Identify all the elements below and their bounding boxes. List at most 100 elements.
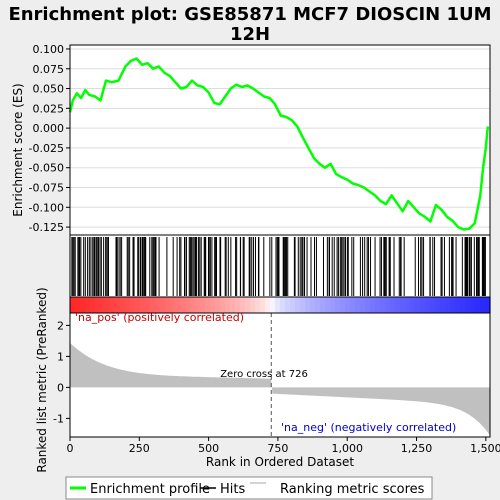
gradient-segment bbox=[230, 297, 236, 313]
gradient-segment bbox=[95, 297, 101, 313]
gradient-segment bbox=[70, 297, 76, 313]
gradient-segment bbox=[80, 297, 86, 313]
gradient-segment bbox=[85, 297, 91, 313]
gradient-segment bbox=[470, 297, 476, 313]
x-tick-label: 1,250 bbox=[401, 442, 433, 455]
es-tick-label: -0.025 bbox=[29, 142, 64, 155]
gradient-segment bbox=[140, 297, 146, 313]
x-tick-label: 1,000 bbox=[331, 442, 363, 455]
gradient-segment bbox=[310, 297, 316, 313]
gradient-segment bbox=[380, 297, 386, 313]
gradient-segment bbox=[385, 297, 391, 313]
gradient-segment bbox=[370, 297, 376, 313]
gradient-segment bbox=[125, 297, 131, 313]
gradient-segment bbox=[295, 297, 301, 313]
gradient-segment bbox=[450, 297, 456, 313]
gradient-segment bbox=[110, 297, 116, 313]
gradient-segment bbox=[395, 297, 401, 313]
gradient-segment bbox=[205, 297, 211, 313]
es-tick-label: 0.000 bbox=[33, 122, 65, 135]
gradient-segment bbox=[355, 297, 361, 313]
es-tick-label: 0.025 bbox=[33, 102, 65, 115]
zero-cross-label: Zero cross at 726 bbox=[220, 369, 308, 380]
gradient-segment bbox=[335, 297, 341, 313]
chart-title-line-2: 12H bbox=[230, 24, 270, 45]
es-tick-label: -0.100 bbox=[29, 201, 64, 214]
x-tick-label: 250 bbox=[129, 442, 150, 455]
gradient-segment bbox=[425, 297, 431, 313]
gradient-segment bbox=[320, 297, 326, 313]
gradient-segment bbox=[220, 297, 226, 313]
gradient-segment bbox=[185, 297, 191, 313]
gradient-segment bbox=[120, 297, 126, 313]
gradient-segment bbox=[455, 297, 461, 313]
gradient-segment bbox=[330, 297, 336, 313]
neg-annotation: 'na_neg' (negatively correlated) bbox=[281, 421, 456, 434]
gradient-segment bbox=[365, 297, 371, 313]
pos-annotation: 'na_pos' (positively correlated) bbox=[75, 311, 244, 324]
es-panel bbox=[70, 45, 490, 235]
gradient-segment bbox=[280, 297, 286, 313]
legend-box bbox=[65, 476, 433, 500]
legend-profile-label: Enrichment profile bbox=[90, 482, 210, 497]
gradient-segment bbox=[195, 297, 201, 313]
gradient-segment bbox=[285, 297, 291, 313]
gradient-segment bbox=[290, 297, 296, 313]
gradient-segment bbox=[460, 297, 466, 313]
metric-tick-label: 0 bbox=[57, 381, 64, 394]
gradient-segment bbox=[165, 297, 171, 313]
gradient-segment bbox=[325, 297, 331, 313]
es-tick-label: -0.125 bbox=[29, 221, 64, 234]
metric-tick-label: 2 bbox=[57, 319, 64, 332]
x-axis-label: Rank in Ordered Dataset bbox=[206, 455, 354, 469]
gradient-segment bbox=[435, 297, 441, 313]
gradient-segment bbox=[190, 297, 196, 313]
x-tick-label: 750 bbox=[267, 442, 288, 455]
gradient-segment bbox=[90, 297, 96, 313]
gradient-segment bbox=[445, 297, 451, 313]
gradient-segment bbox=[245, 297, 251, 313]
gradient-segment bbox=[475, 297, 481, 313]
es-tick-label: 0.050 bbox=[33, 83, 65, 96]
ranking-metric-area bbox=[70, 342, 490, 436]
gradient-segment bbox=[375, 297, 381, 313]
metric-tick-label: -1 bbox=[53, 412, 64, 425]
gradient-segment bbox=[440, 297, 446, 313]
gradient-segment bbox=[115, 297, 121, 313]
legend-metric-label: Ranking metric scores bbox=[280, 482, 425, 497]
gradient-segment bbox=[300, 297, 306, 313]
es-tick-label: 0.100 bbox=[33, 43, 65, 56]
gradient-segment bbox=[265, 297, 271, 313]
gradient-segment bbox=[160, 297, 166, 313]
gradient-segment bbox=[315, 297, 321, 313]
gradient-segment bbox=[130, 297, 136, 313]
gradient-segment bbox=[175, 297, 181, 313]
gradient-segment bbox=[270, 297, 276, 313]
gradient-segment bbox=[75, 297, 81, 313]
gradient-segment bbox=[340, 297, 346, 313]
gradient-segment bbox=[430, 297, 436, 313]
enrichment-profile-line bbox=[68, 57, 490, 231]
gradient-segment bbox=[235, 297, 241, 313]
gradient-segment bbox=[100, 297, 106, 313]
gradient-segment bbox=[485, 297, 491, 313]
gradient-segment bbox=[210, 297, 216, 313]
gradient-segment bbox=[390, 297, 396, 313]
gradient-segment bbox=[145, 297, 151, 313]
gradient-segment bbox=[345, 297, 351, 313]
gradient-segment bbox=[215, 297, 221, 313]
x-tick-label: 0 bbox=[67, 442, 74, 455]
gradient-segment bbox=[225, 297, 231, 313]
gradient-segment bbox=[155, 297, 161, 313]
metric-tick-label: 1 bbox=[57, 350, 64, 363]
gradient-segment bbox=[240, 297, 246, 313]
x-tick-label: 500 bbox=[198, 442, 219, 455]
gradient-segment bbox=[260, 297, 266, 313]
gradient-segment bbox=[360, 297, 366, 313]
gradient-segment bbox=[200, 297, 206, 313]
x-tick-label: 1,500 bbox=[470, 442, 500, 455]
es-tick-label: -0.075 bbox=[29, 182, 64, 195]
gradient-segment bbox=[350, 297, 356, 313]
